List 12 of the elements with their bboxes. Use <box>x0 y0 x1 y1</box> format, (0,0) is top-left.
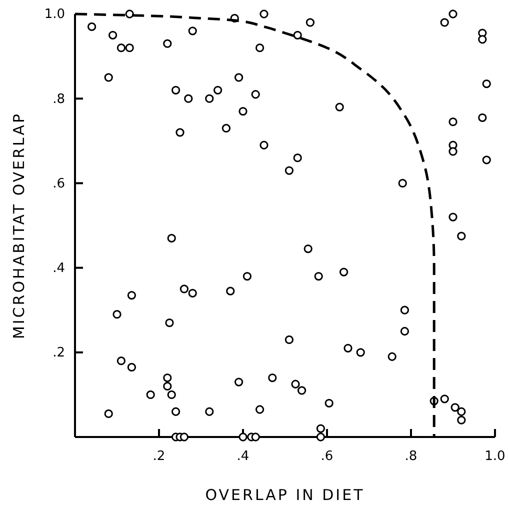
y-tick-label: .2 <box>52 346 65 361</box>
x-tick-label: .2 <box>152 449 166 464</box>
x-axis-title: OVERLAP IN DIET <box>205 486 365 504</box>
y-tick-label: .6 <box>52 176 65 192</box>
x-tick-label: 1.0 <box>484 449 506 464</box>
x-tick-label: .6 <box>320 449 334 464</box>
y-tick-label: 1.0 <box>44 7 65 22</box>
x-tick-label: .4 <box>236 449 250 464</box>
x-tick-label: .8 <box>404 449 418 464</box>
y-axis-title: MICROHABITAT OVERLAP <box>10 112 28 340</box>
y-tick-label: .8 <box>52 92 65 107</box>
y-tick-label: .4 <box>52 260 65 276</box>
